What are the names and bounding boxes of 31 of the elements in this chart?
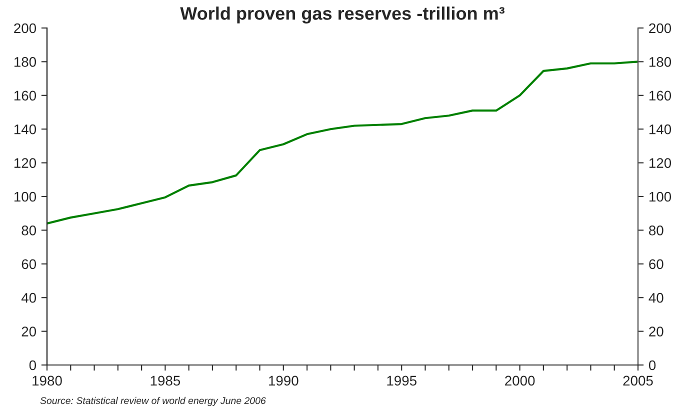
y-tick-label: 60 xyxy=(22,259,36,270)
y-tick-label: 120 xyxy=(14,158,36,168)
x-tick-label: 2005 xyxy=(623,376,653,386)
y2-tick-label: 20 xyxy=(649,326,664,336)
y-tick-label: 160 xyxy=(14,90,36,101)
y-tick-label: 0 xyxy=(29,360,36,370)
y-tick-label: 100 xyxy=(14,192,36,202)
line-series xyxy=(47,60,638,225)
y2-tick-label: 140 xyxy=(649,124,672,134)
y2-tick-label: 160 xyxy=(649,90,672,101)
y2-tick-label: 40 xyxy=(648,292,664,303)
y-tick-label: 80 xyxy=(22,226,36,236)
x-tick-label: 1985 xyxy=(150,376,180,386)
y2-tick-label: 180 xyxy=(649,57,672,67)
x-tick-label: 1980 xyxy=(32,376,62,386)
y-tick-label: 140 xyxy=(14,124,36,134)
x-tick-label: 2000 xyxy=(505,376,535,386)
x-tick-label: 1995 xyxy=(387,376,416,386)
chart-title: World proven gas reserves -trillion m³ xyxy=(180,6,505,24)
y-tick-label: 40 xyxy=(21,292,36,303)
source-note: Source: Statistical review of world energy June 2006 xyxy=(40,396,266,406)
x-tick-label: 1990 xyxy=(269,376,298,386)
y2-tick-label: 0 xyxy=(648,360,656,370)
y2-tick-label: 100 xyxy=(649,192,672,202)
y2-tick-label: 80 xyxy=(649,226,664,236)
y-tick-label: 180 xyxy=(14,57,36,67)
y2-tick-label: 60 xyxy=(649,259,664,270)
y2-tick-label: 120 xyxy=(649,158,672,168)
y2-tick-label: 200 xyxy=(649,23,672,34)
y-tick-label: 200 xyxy=(14,23,36,34)
y-tick-label: 20 xyxy=(22,326,36,336)
